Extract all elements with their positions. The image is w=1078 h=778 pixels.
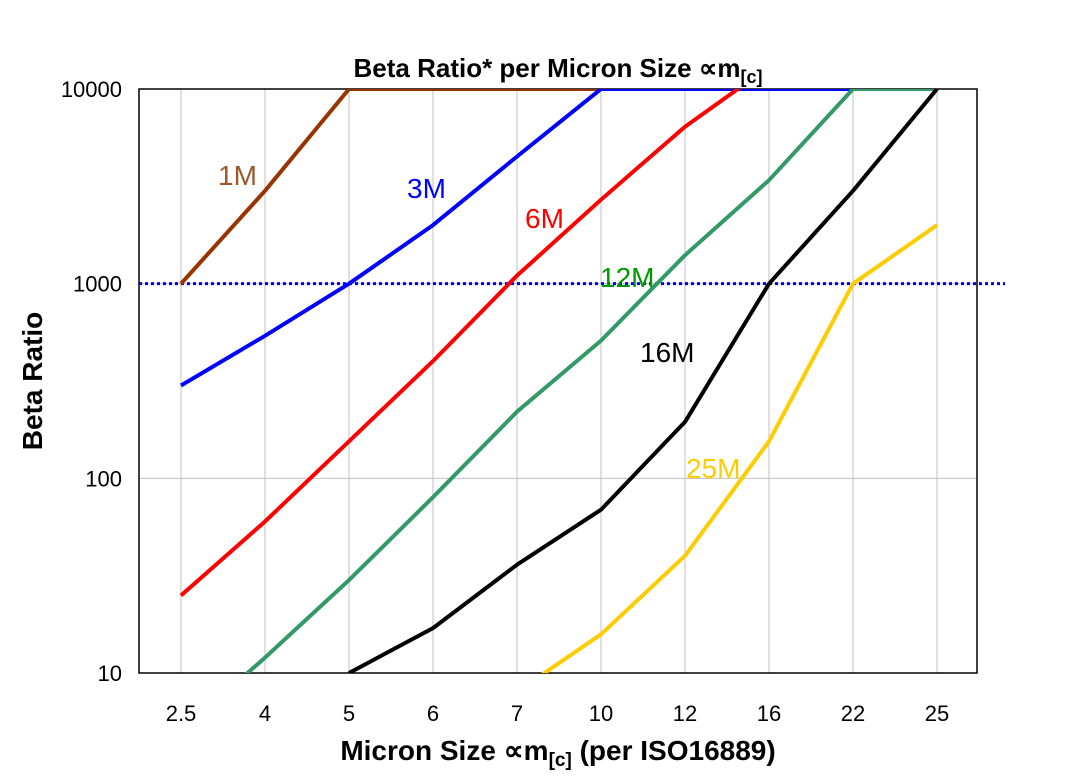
- x-axis-label: Micron Size ∝m[c] (per ISO16889): [340, 735, 775, 771]
- y-axis-label: Beta Ratio: [17, 312, 48, 450]
- y-tick-labels: 10 100 1000 10000: [61, 77, 122, 686]
- y-tick-label: 10: [98, 661, 122, 686]
- series-label-3M: 3M: [407, 173, 446, 204]
- series-label-16M: 16M: [640, 337, 694, 368]
- series-label-25M: 25M: [686, 453, 740, 484]
- series-label-6M: 6M: [525, 203, 564, 234]
- series-label-12M: 12M: [600, 262, 654, 293]
- series-line-25M: [541, 223, 939, 673]
- series-line-1M: [179, 89, 601, 286]
- x-tick-label: 12: [673, 701, 697, 726]
- x-tick-label: 16: [757, 701, 781, 726]
- series-lines: [179, 89, 939, 673]
- series-labels: 1M 3M 6M 12M 16M 25M: [218, 160, 740, 484]
- x-tick-label: 2.5: [166, 701, 197, 726]
- x-tick-label: 4: [259, 701, 271, 726]
- series-label-1M: 1M: [218, 160, 257, 191]
- chart-title: Beta Ratio* per Micron Size ∝m[c]: [354, 53, 763, 87]
- y-tick-label: 10000: [61, 77, 122, 102]
- series-line-12M: [244, 89, 937, 673]
- series-line-3M: [179, 89, 853, 388]
- y-tick-label: 100: [85, 466, 122, 491]
- x-tick-label: 10: [589, 701, 613, 726]
- x-tick-label: 6: [427, 701, 439, 726]
- series-line-6M: [179, 89, 742, 598]
- x-tick-label: 7: [511, 701, 523, 726]
- x-tick-label: 25: [925, 701, 949, 726]
- x-tick-labels: 2.5 4 5 6 7 10 12 16 22 25: [166, 701, 950, 726]
- x-tick-label: 22: [841, 701, 865, 726]
- grid: [139, 88, 977, 674]
- series-line-16M: [348, 89, 939, 673]
- y-tick-label: 1000: [73, 272, 122, 297]
- x-tick-label: 5: [343, 701, 355, 726]
